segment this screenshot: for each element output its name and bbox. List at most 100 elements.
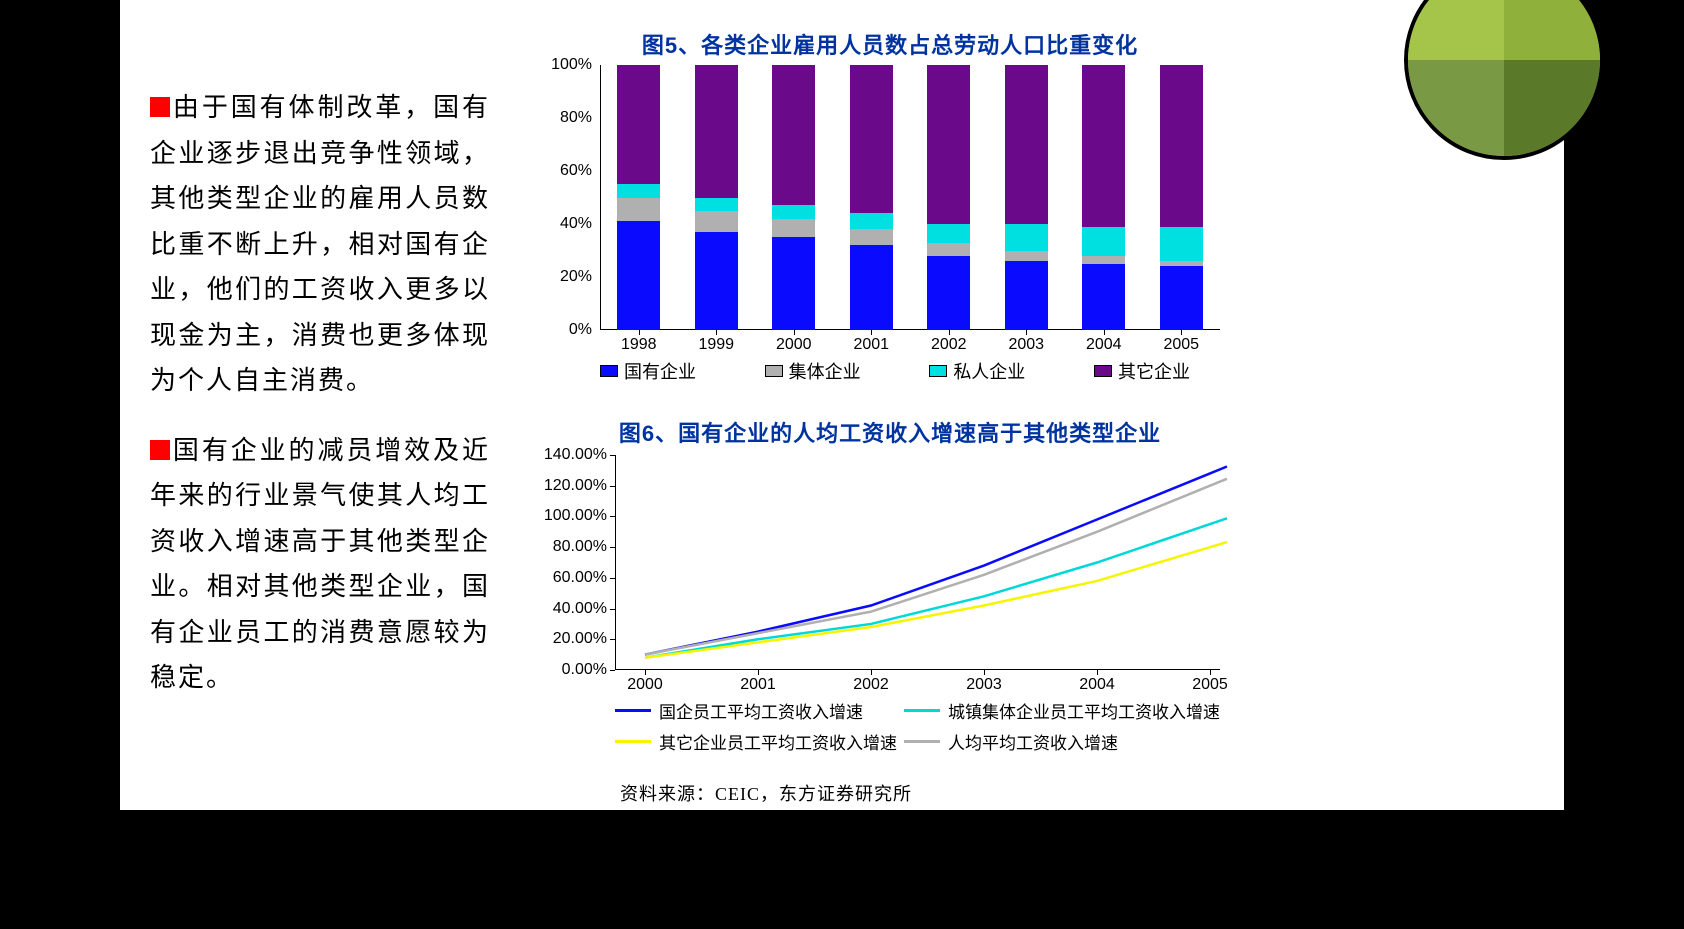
chart5-xtick: 1998: [621, 336, 657, 354]
chart6-legend-item: 其它企业员工平均工资收入增速: [615, 729, 904, 754]
chart6-line-series: [645, 542, 1227, 658]
chart5-legend-item: 国有企业: [600, 358, 696, 384]
chart5-xtick: 2004: [1086, 336, 1122, 354]
chart5-stacked-bar: 0% 20% 40% 60% 80% 100% 1998 1999 2000 2001 2002 20…: [530, 55, 1230, 385]
chart5-bar-segment: [1005, 261, 1048, 330]
chart5-bar-segment: [695, 198, 738, 211]
chart5-bar-segment: [1160, 261, 1203, 266]
legend-label: 人均平均工资收入增速: [948, 729, 1118, 754]
legend-line-swatch: [615, 740, 651, 743]
chart5-bar-segment: [772, 205, 815, 218]
legend-line-swatch: [904, 740, 940, 743]
chart5-bar-segment: [617, 65, 660, 184]
chart5-xtick: 2001: [853, 336, 889, 354]
bullet-icon: [150, 97, 170, 117]
chart5-xtick: 2002: [931, 336, 967, 354]
para2-text: 国有企业的减员增效及近年来的行业景气使其人均工资收入增速高于其他类型企业。相对其…: [150, 436, 490, 693]
slide: 由于国有体制改革，国有企业逐步退出竞争性领域，其他类型企业的雇用人员数比重不断上…: [120, 0, 1564, 810]
chart6-legend-item: 人均平均工资收入增速: [904, 729, 1220, 754]
chart6-ytick: 80.00%: [553, 538, 607, 556]
chart6-ytick: 60.00%: [553, 569, 607, 587]
legend-line-swatch: [615, 709, 651, 712]
chart6-ytick: 40.00%: [553, 600, 607, 618]
legend-label: 其它企业: [1118, 358, 1190, 384]
chart5-bar-segment: [1160, 266, 1203, 330]
chart5-bar-segment: [1082, 227, 1125, 256]
legend-label: 国有企业: [624, 358, 696, 384]
chart5-ytick: 20%: [560, 268, 592, 286]
chart6-ytick: 100.00%: [544, 507, 607, 525]
chart6-line-series: [645, 479, 1227, 655]
chart5-bar-segment: [1160, 65, 1203, 227]
chart6-xtick: 2003: [966, 676, 1002, 694]
chart5-bar-segment: [772, 219, 815, 238]
chart5-xtick: 2000: [776, 336, 812, 354]
chart5-bar-segment: [927, 65, 970, 224]
chart5-bar-segment: [1160, 227, 1203, 261]
chart5-bar-segment: [850, 245, 893, 330]
chart6-ytick: 120.00%: [544, 477, 607, 495]
chart6-line-series: [645, 467, 1227, 655]
chart6-xtick: 2004: [1079, 676, 1115, 694]
legend-label: 国企员工平均工资收入增速: [659, 698, 863, 723]
chart6-plot: [615, 455, 1220, 670]
chart5-legend: 国有企业 集体企业 私人企业 其它企业: [600, 358, 1220, 384]
chart5-bar-segment: [850, 213, 893, 229]
chart5-xtick: 2003: [1008, 336, 1044, 354]
chart5-ytick: 0%: [569, 321, 592, 339]
legend-swatch: [600, 365, 618, 377]
chart5-bar-segment: [1005, 224, 1048, 251]
chart6-line: 0.00% 20.00% 40.00% 60.00% 80.00% 100.00% 120.…: [530, 450, 1230, 760]
chart5-bar-segment: [772, 237, 815, 330]
chart5-bar-segment: [695, 65, 738, 198]
chart6-title: 图6、国有企业的人均工资收入增速高于其他类型企业: [540, 416, 1240, 448]
chart6-xtick: 2000: [627, 676, 663, 694]
chart5-bar-segment: [617, 198, 660, 222]
corner-decoration: [1404, 0, 1604, 160]
chart5-bar-segment: [772, 65, 815, 205]
chart5-bar-segment: [695, 232, 738, 330]
chart5-bar-segment: [850, 65, 893, 213]
chart6-xtick: 2002: [853, 676, 889, 694]
chart5-legend-item: 其它企业: [1094, 358, 1190, 384]
chart6-xtick: 2001: [740, 676, 776, 694]
legend-label: 城镇集体企业员工平均工资收入增速: [948, 698, 1220, 723]
chart5-bar-segment: [927, 224, 970, 243]
chart5-bar-segment: [927, 243, 970, 256]
legend-line-swatch: [904, 709, 940, 712]
chart5-bar-segment: [695, 211, 738, 232]
chart6-ytick: 20.00%: [553, 630, 607, 648]
chart6-legend-item: 城镇集体企业员工平均工资收入增速: [904, 698, 1220, 723]
chart6-legend: 国企员工平均工资收入增速 城镇集体企业员工平均工资收入增速其它企业员工平均工资收入…: [615, 698, 1220, 754]
paragraph-1: 由于国有体制改革，国有企业逐步退出竞争性领域，其他类型企业的雇用人员数比重不断上…: [150, 85, 490, 404]
legend-swatch: [1094, 365, 1112, 377]
chart5-ytick: 60%: [560, 162, 592, 180]
paragraph-2: 国有企业的减员增效及近年来的行业景气使其人均工资收入增速高于其他类型企业。相对其…: [150, 428, 490, 701]
chart5-bar-segment: [927, 256, 970, 330]
chart5-legend-item: 私人企业: [929, 358, 1025, 384]
chart5-bar-segment: [617, 184, 660, 197]
chart5-legend-item: 集体企业: [765, 358, 861, 384]
chart5-bar-segment: [1082, 65, 1125, 227]
para1-text: 由于国有体制改革，国有企业逐步退出竞争性领域，其他类型企业的雇用人员数比重不断上…: [150, 93, 490, 395]
chart6-ytick: 0.00%: [562, 661, 607, 679]
chart5-bar-segment: [1082, 256, 1125, 264]
chart5-bar-segment: [1005, 65, 1048, 224]
chart5-ytick: 80%: [560, 109, 592, 127]
chart5-bar-segment: [1082, 264, 1125, 330]
legend-label: 集体企业: [789, 358, 861, 384]
legend-label: 私人企业: [953, 358, 1025, 384]
source-text: 资料来源：CEIC，东方证券研究所: [620, 780, 912, 806]
legend-swatch: [765, 365, 783, 377]
bullet-icon: [150, 440, 170, 460]
chart6-legend-item: 国企员工平均工资收入增速: [615, 698, 904, 723]
chart5-xtick: 1999: [698, 336, 734, 354]
chart5-bar-segment: [617, 221, 660, 330]
chart5-ytick: 100%: [551, 56, 592, 74]
legend-label: 其它企业员工平均工资收入增速: [659, 729, 897, 754]
chart5-ytick: 40%: [560, 215, 592, 233]
chart6-ytick: 140.00%: [544, 446, 607, 464]
legend-swatch: [929, 365, 947, 377]
chart5-xtick: 2005: [1163, 336, 1199, 354]
chart5-bar-segment: [850, 229, 893, 245]
